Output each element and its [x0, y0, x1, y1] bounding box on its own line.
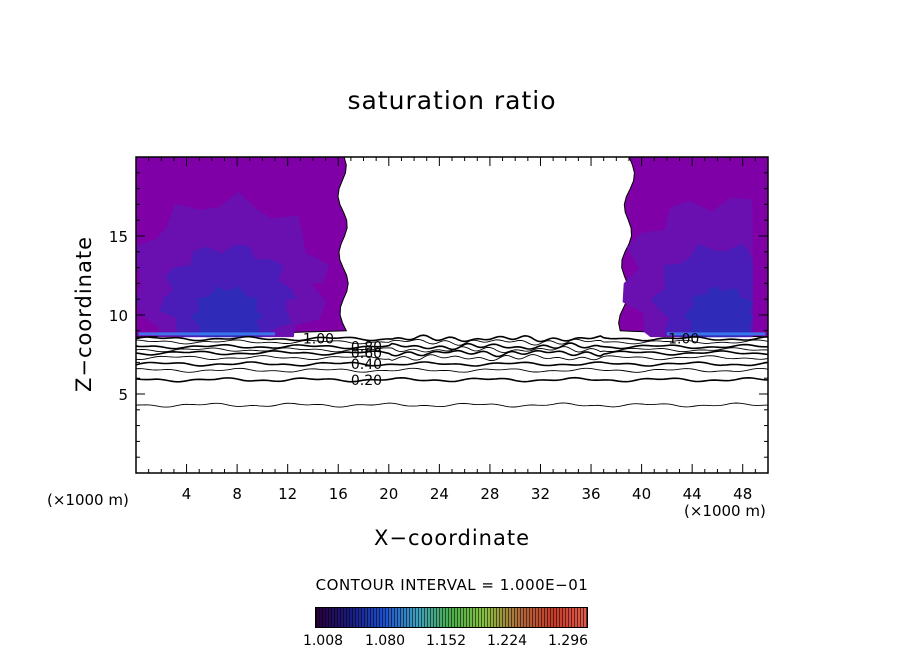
contour-line-0.7	[135, 346, 769, 354]
contour-line-0.4	[135, 361, 769, 367]
contour-line-0.3	[135, 367, 769, 373]
contour-line-0.2	[135, 376, 769, 383]
x-axis-label: X−coordinate	[374, 526, 530, 550]
x-tick-label: 48	[733, 485, 752, 503]
chart-title: saturation ratio	[347, 86, 557, 115]
contour-label-1.0: 1.00	[668, 332, 699, 348]
x-tick-label: 40	[632, 485, 651, 503]
y-tick-label: 5	[118, 386, 128, 404]
x-tick-label: 20	[379, 485, 398, 503]
x-tick-label: 28	[480, 485, 499, 503]
y-axis-unit: (×1000 m)	[47, 491, 129, 509]
colorbar-label: 1.080	[364, 633, 406, 649]
y-tick-label: 15	[109, 228, 128, 246]
x-tick-label: 8	[232, 485, 242, 503]
x-tick-label: 16	[329, 485, 348, 503]
colorbar-label: 1.152	[425, 633, 467, 649]
y-axis-label: Z−coordinate	[72, 236, 96, 392]
contour-line-0.9	[135, 338, 769, 346]
x-tick-label: 4	[182, 485, 192, 503]
colorbar-label: 1.008	[302, 633, 344, 649]
x-tick-label: 36	[581, 485, 600, 503]
x-tick-label: 24	[430, 485, 449, 503]
cloud-base-highlight-right	[666, 332, 766, 336]
contour-line-0.6	[135, 349, 769, 358]
colorbar-label: 1.224	[486, 633, 528, 649]
x-tick-label: 12	[278, 485, 297, 503]
saturation-fill-layer-right	[684, 286, 753, 338]
contour-line-0.5	[135, 354, 769, 362]
colorbar-label: 1.296	[547, 633, 589, 649]
x-tick-label: 32	[531, 485, 550, 503]
contour-line-1.0	[135, 334, 769, 343]
colorbar	[315, 607, 588, 628]
contour-line-0.8	[135, 342, 769, 351]
contour-label-0.2: 0.20	[351, 373, 382, 389]
y-tick-label: 10	[109, 307, 128, 325]
saturation-fill-layer-left	[191, 286, 265, 338]
contour-label-1.0: 1.00	[303, 332, 334, 348]
x-tick-label: 44	[683, 485, 702, 503]
x-axis-unit: (×1000 m)	[684, 502, 766, 520]
cloud-base-highlight-left	[138, 332, 276, 336]
contour-label-0.4: 0.40	[351, 357, 382, 373]
contour-interval-text: CONTOUR INTERVAL = 1.000E−01	[315, 576, 589, 594]
contour-line-0.1	[135, 402, 769, 408]
